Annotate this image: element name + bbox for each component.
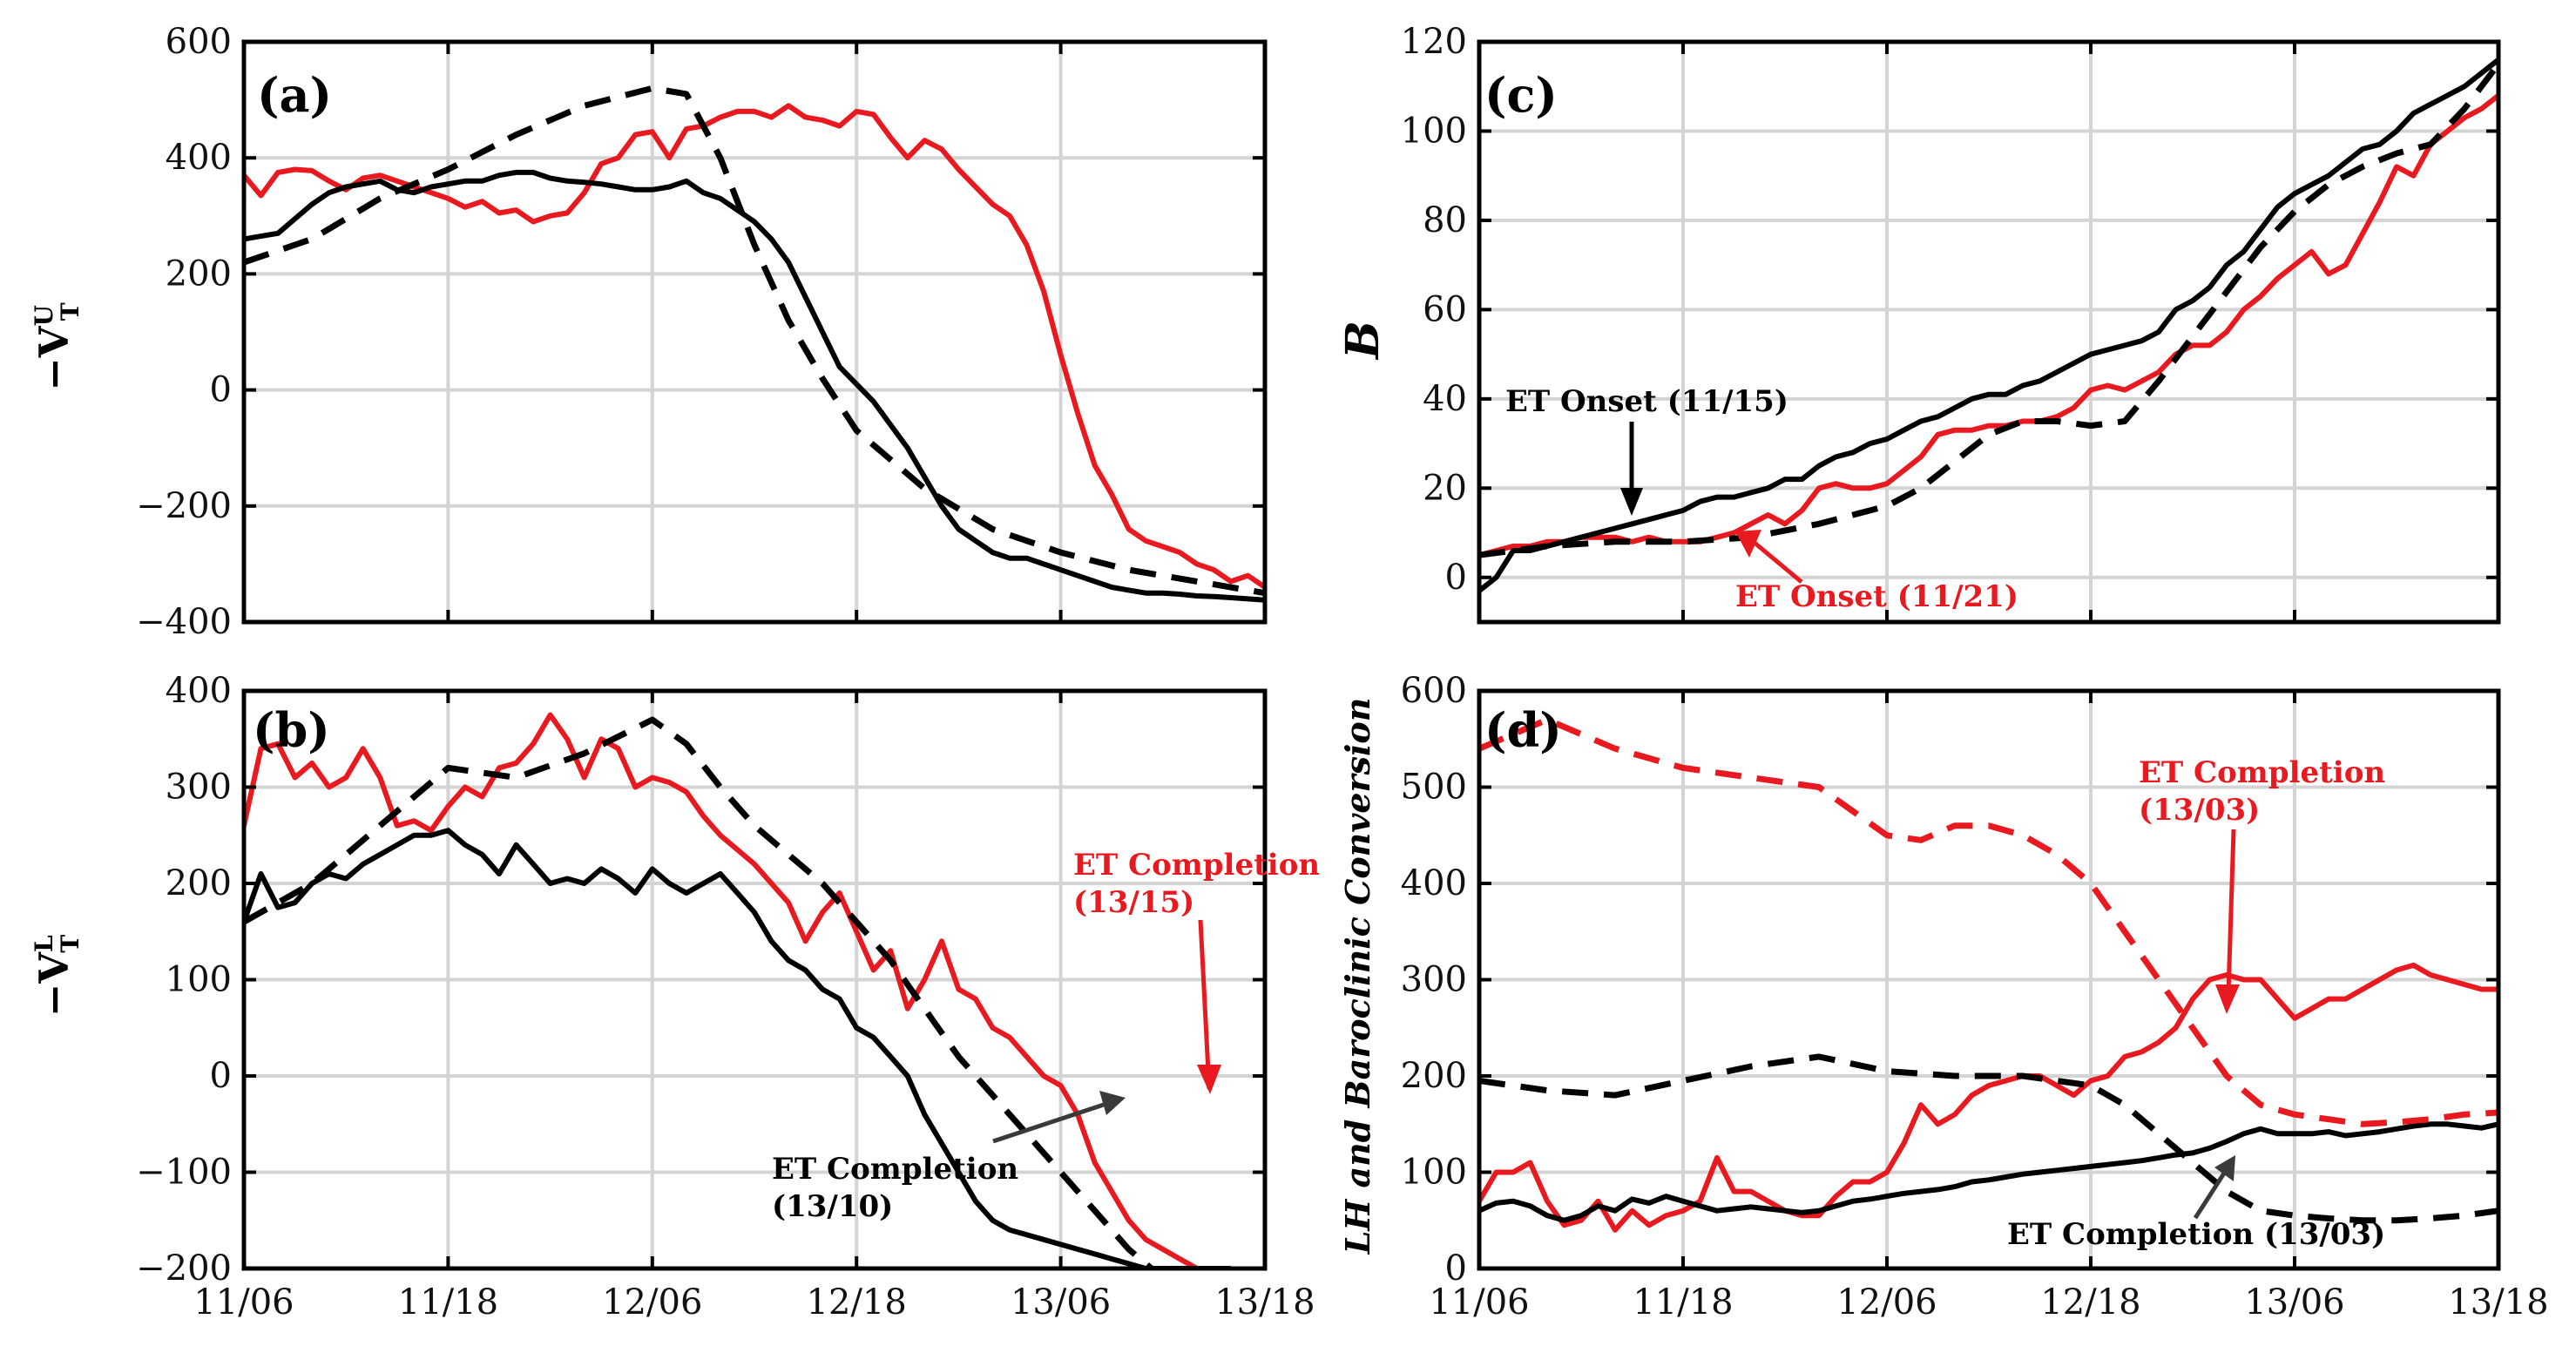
ytick-label-a-5: 600: [166, 22, 232, 62]
annotation-b-black: ET Completion (13/10): [772, 1091, 1126, 1224]
annotation-c-black-arrowhead: [1620, 488, 1643, 516]
annotation-c-red: ET Onset (11/21): [1735, 530, 2018, 614]
annotation-d-black-arrow: [2193, 1167, 2229, 1220]
series-a-black-dashed: [244, 85, 1265, 597]
panel-a: −400 −200 0 200 400 600: [136, 22, 1268, 642]
series-b-black-dashed: [244, 716, 1157, 1268]
ytick-label-b-3: 100: [166, 960, 232, 1000]
ytick-label-c-1: 20: [1423, 468, 1467, 508]
ytick-label-c-6: 120: [1401, 22, 1467, 62]
series-a-black: [244, 169, 1265, 603]
ytick-label-a-4: 400: [166, 138, 232, 178]
annotation-d-red: ET Completion (13/03): [2139, 755, 2385, 1014]
series-group-b: [244, 712, 1231, 1268]
panel-label-a: (a): [257, 67, 332, 123]
ytick-label-b-0: −200: [136, 1248, 232, 1289]
series-b-black: [244, 828, 1231, 1268]
xtick-label-b-2: 12/06: [602, 1282, 702, 1323]
ytick-label-a-1: −200: [136, 486, 232, 526]
ytick-label-b-2: 0: [210, 1056, 232, 1096]
ytick-label-c-5: 100: [1401, 111, 1467, 151]
ytick-label-b-4: 200: [166, 863, 232, 903]
ytick-label-d-6: 600: [1401, 671, 1467, 711]
annotation-d-red-line1: ET Completion: [2139, 755, 2385, 790]
annotation-c-black: ET Onset (11/15): [1505, 384, 1788, 516]
annotation-b-red-arrow: [1198, 919, 1212, 1090]
annotation-b-red-line1: ET Completion: [1073, 848, 1320, 883]
xtick-label-d-5: 13/18: [2448, 1282, 2548, 1323]
ytick-label-d-2: 200: [1401, 1056, 1467, 1096]
ytick-label-d-3: 300: [1401, 960, 1467, 1000]
panel-label-c: (c): [1484, 67, 1558, 123]
ylabel-a: −VUT: [30, 302, 85, 391]
ytick-label-c-0: 0: [1445, 558, 1467, 598]
ytick-label-a-2: 0: [210, 370, 232, 410]
ytick-label-b-5: 300: [166, 768, 232, 808]
ytick-label-a-3: 200: [166, 254, 232, 294]
annotation-c-red-arrowhead: [1735, 530, 1761, 558]
annotation-d-black-arrowhead: [2214, 1155, 2235, 1181]
series-c-black: [1479, 58, 2498, 593]
annotation-d-red-arrow: [2226, 829, 2236, 994]
panel-label-b: (b): [253, 702, 330, 758]
xtick-label-b-1: 11/18: [398, 1282, 498, 1323]
ytick-label-c-4: 80: [1423, 200, 1467, 240]
series-d-red-dashed: [1479, 716, 2498, 1127]
annotation-d-red-line2: (13/03): [2139, 793, 2260, 828]
annotation-c-red-arrow: [1748, 537, 1803, 584]
xtick-label-b-0: 11/06: [193, 1282, 294, 1323]
annotation-c-red-label: ET Onset (11/21): [1735, 579, 2018, 614]
panel-d: 0 100 200 300 400 500 600 11/06 11/18 12/06 12/18 1…: [1401, 671, 2549, 1323]
ytick-label-d-4: 400: [1401, 863, 1467, 903]
xtick-label-b-3: 12/18: [807, 1282, 907, 1323]
ytick-label-d-0: 0: [1445, 1248, 1467, 1289]
panel-c: 0 20 40 60 80 100 120: [1401, 22, 2501, 625]
ytick-label-c-3: 60: [1423, 289, 1467, 329]
series-d-red: [1479, 962, 2498, 1233]
annotation-b-red: ET Completion (13/15): [1073, 848, 1320, 1094]
frame-c: [1477, 39, 2501, 625]
annotation-c-black-label: ET Onset (11/15): [1505, 384, 1788, 419]
ytick-label-d-5: 500: [1401, 768, 1467, 808]
xtick-label-d-1: 11/18: [1633, 1282, 1733, 1323]
annotation-b-red-arrowhead: [1197, 1065, 1221, 1094]
ytick-label-d-1: 100: [1401, 1153, 1467, 1193]
panel-b: −200 −100 0 100 200 300 400 11/06 11/18 12/06 12/1…: [136, 671, 1315, 1323]
plot-area-c: [1479, 42, 2498, 622]
annotation-d-black-label: ET Completion (13/03): [2007, 1217, 2385, 1252]
plot-area-a: [244, 42, 1265, 622]
series-d-black: [1479, 1121, 2498, 1223]
annotation-b-black-arrow: [992, 1097, 1120, 1144]
series-b-red: [244, 712, 1203, 1268]
xtick-label-d-2: 12/06: [1836, 1282, 1937, 1323]
ylabel-b: −VLT: [30, 935, 85, 1018]
ytick-label-b-6: 400: [166, 671, 232, 711]
xtick-label-b-4: 13/06: [1011, 1282, 1111, 1323]
annotation-b-black-arrowhead: [1099, 1091, 1126, 1115]
xtick-label-d-0: 11/06: [1429, 1282, 1529, 1323]
ytick-label-c-2: 40: [1423, 379, 1467, 419]
annotation-b-red-line2: (13/15): [1073, 885, 1194, 920]
xtick-label-b-5: 13/18: [1214, 1282, 1315, 1323]
series-group-a: [244, 85, 1265, 603]
annotation-d-red-arrowhead: [2215, 984, 2240, 1014]
series-group-d: [1479, 716, 2498, 1233]
frame-a: [241, 39, 1268, 625]
ylabel-c: B: [1336, 321, 1389, 361]
ytick-label-b-1: −100: [136, 1153, 232, 1193]
ytick-label-a-0: −400: [136, 602, 232, 642]
annotation-b-black-line2: (13/10): [772, 1189, 893, 1224]
xtick-label-d-4: 13/06: [2244, 1282, 2344, 1323]
ylabel-d: LH and Baroclinic Conversion: [1338, 698, 1377, 1255]
xtick-label-d-3: 12/18: [2040, 1282, 2140, 1323]
series-d-black-dashed: [1479, 1053, 2498, 1224]
annotation-b-black-line1: ET Completion: [772, 1152, 1018, 1187]
panel-label-d: (d): [1484, 702, 1562, 758]
series-c-red: [1479, 93, 2498, 558]
annotation-d-black: ET Completion (13/03): [2007, 1155, 2385, 1252]
